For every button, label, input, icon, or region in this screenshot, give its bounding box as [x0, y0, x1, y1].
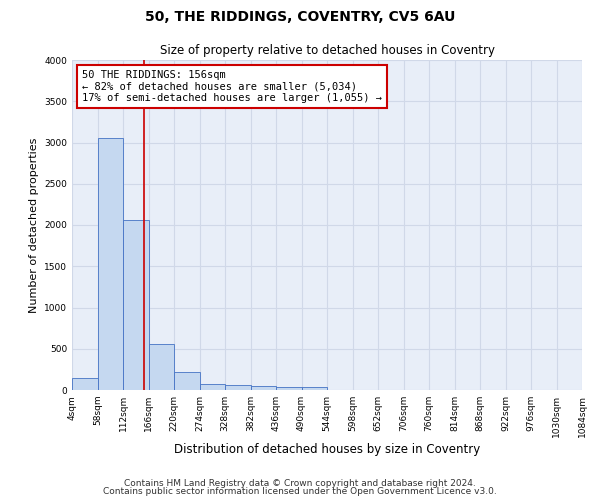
Bar	[302, 386, 327, 390]
Bar	[174, 372, 199, 390]
Bar	[225, 386, 251, 390]
Y-axis label: Number of detached properties: Number of detached properties	[29, 138, 38, 312]
Bar	[123, 220, 149, 390]
Text: Contains HM Land Registry data © Crown copyright and database right 2024.: Contains HM Land Registry data © Crown c…	[124, 478, 476, 488]
Bar	[149, 344, 174, 390]
Bar	[276, 386, 302, 390]
Bar	[200, 384, 225, 390]
Text: 50, THE RIDDINGS, COVENTRY, CV5 6AU: 50, THE RIDDINGS, COVENTRY, CV5 6AU	[145, 10, 455, 24]
X-axis label: Distribution of detached houses by size in Coventry: Distribution of detached houses by size …	[174, 442, 480, 456]
Bar	[72, 378, 97, 390]
Text: Contains public sector information licensed under the Open Government Licence v3: Contains public sector information licen…	[103, 487, 497, 496]
Bar	[251, 386, 276, 390]
Title: Size of property relative to detached houses in Coventry: Size of property relative to detached ho…	[160, 44, 494, 58]
Text: 50 THE RIDDINGS: 156sqm
← 82% of detached houses are smaller (5,034)
17% of semi: 50 THE RIDDINGS: 156sqm ← 82% of detache…	[82, 70, 382, 103]
Bar	[97, 138, 123, 390]
